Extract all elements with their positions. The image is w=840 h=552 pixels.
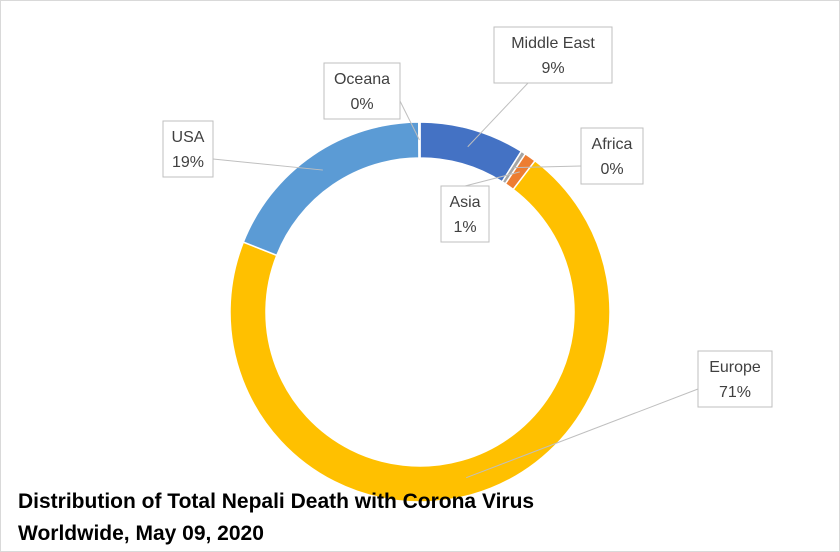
leader-line-europe [466,388,699,479]
value-label-europe: 71% [719,384,751,401]
category-label-middle-east: Middle East [511,35,595,52]
callout-box-oceana [323,62,401,120]
value-label-usa: 19% [172,154,204,171]
slice-usa [242,121,420,257]
callout-box-africa [580,127,644,185]
callout-usa: USA 19% [162,120,323,178]
category-label-europe: Europe [709,359,761,376]
category-label-usa: USA [172,129,205,146]
leader-line-asia [464,171,520,187]
callout-asia: Asia 1% [440,171,520,243]
leader-line-middle-east [467,82,529,148]
callout-africa: Africa 0% [513,127,644,185]
callout-oceana: Oceana 0% [323,62,420,141]
chart-title-line-2: Worldwide, May 09, 2020 [18,522,264,545]
chart-title-line-1: Distribution of Total Nepali Death with … [18,490,535,513]
chart-title: Distribution of Total Nepali Death with … [18,486,818,550]
leader-line-oceana [399,100,420,141]
callout-box-usa [162,120,214,178]
value-label-africa: 0% [600,161,623,178]
callout-box-asia [440,185,490,243]
slice-middle-east [419,121,523,183]
callout-europe: Europe 71% [466,350,773,479]
category-label-oceana: Oceana [334,71,390,88]
leader-line-africa [513,165,582,169]
slices-layer [229,121,611,503]
callout-middle-east: Middle East 9% [467,26,613,148]
slice-europe [229,159,611,503]
callouts-layer: Middle East 9% Africa 0% Asia 1% Europe 71% USA 1… [162,26,773,479]
callout-box-middle-east [493,26,613,84]
value-label-oceana: 0% [350,96,373,113]
category-label-africa: Africa [592,136,633,153]
callout-box-europe [697,350,773,408]
value-label-middle-east: 9% [541,60,564,77]
value-label-asia: 1% [453,219,476,236]
category-label-asia: Asia [449,194,480,211]
leader-line-usa [212,158,323,171]
